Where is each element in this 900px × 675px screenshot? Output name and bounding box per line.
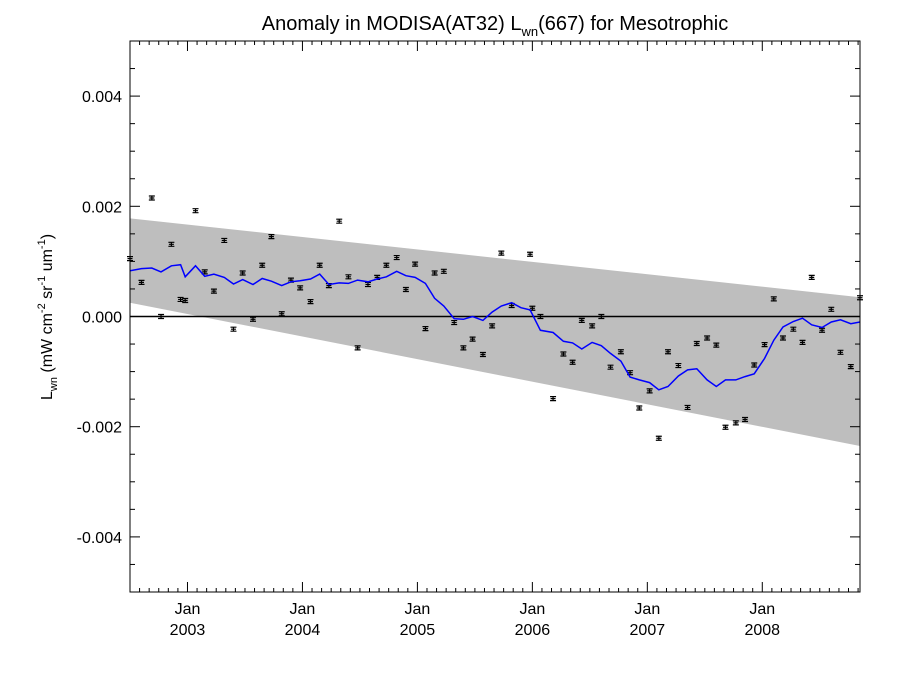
data-point xyxy=(336,218,343,224)
data-point xyxy=(278,311,285,317)
data-point xyxy=(479,351,486,358)
x-tick-year-label: 2007 xyxy=(630,622,666,639)
data-point xyxy=(364,281,371,288)
data-point xyxy=(148,195,155,201)
data-point xyxy=(847,364,854,370)
data-point xyxy=(527,251,534,257)
data-point xyxy=(412,261,419,267)
data-point xyxy=(607,364,614,370)
data-point xyxy=(684,404,691,411)
data-point xyxy=(345,274,352,280)
data-point xyxy=(837,349,844,355)
y-tick-label: -0.002 xyxy=(77,420,122,437)
y-tick-label: 0.000 xyxy=(82,310,122,327)
data-point xyxy=(297,285,304,291)
data-point xyxy=(354,345,361,351)
data-point xyxy=(550,395,557,402)
data-point xyxy=(138,279,145,285)
x-tick-year-label: 2006 xyxy=(515,622,551,639)
y-tick-label: 0.002 xyxy=(82,199,122,216)
data-point xyxy=(636,405,643,411)
data-point xyxy=(431,270,438,276)
data-point xyxy=(646,388,653,394)
x-tick-month-label: Jan xyxy=(290,601,316,618)
data-point xyxy=(259,262,266,268)
data-point xyxy=(761,342,768,348)
data-point xyxy=(693,340,700,347)
data-point xyxy=(489,323,496,329)
data-point xyxy=(704,335,711,341)
data-point xyxy=(828,306,835,312)
data-point xyxy=(451,319,458,326)
data-point xyxy=(808,274,815,280)
plot-area: -0.004 -0.002 0.000 0.002 0.004 Jan 2003 Jan 200… xyxy=(77,40,863,639)
data-point xyxy=(239,270,246,276)
data-point xyxy=(655,435,662,441)
data-point xyxy=(799,339,806,345)
data-point xyxy=(578,317,585,323)
data-point xyxy=(250,316,257,322)
data-point xyxy=(498,250,505,256)
data-point xyxy=(422,326,429,332)
data-point xyxy=(402,286,409,293)
data-point xyxy=(675,362,682,369)
data-point xyxy=(529,305,536,311)
data-point xyxy=(560,351,567,357)
x-tick-month-label: Jan xyxy=(519,601,545,618)
x-tick-year-label: 2008 xyxy=(744,622,780,639)
x-tick-month-label: Jan xyxy=(634,601,660,618)
y-tick-label: 0.004 xyxy=(82,89,122,106)
data-point xyxy=(460,345,467,351)
data-point xyxy=(230,326,237,332)
data-point xyxy=(537,313,544,320)
data-point xyxy=(383,262,390,268)
data-point xyxy=(316,262,323,268)
data-point xyxy=(177,296,184,303)
data-point xyxy=(751,362,758,368)
series-line xyxy=(130,263,860,391)
x-tick-year-label: 2005 xyxy=(400,622,436,639)
data-point xyxy=(790,326,797,332)
x-tick-month-label: Jan xyxy=(405,601,431,618)
data-point xyxy=(440,268,447,274)
data-point xyxy=(469,336,476,342)
data-point xyxy=(770,296,777,302)
chart-title: Anomaly in MODISA(AT32) Lwn(667) for Mes… xyxy=(262,13,728,39)
data-point xyxy=(598,313,605,320)
data-point xyxy=(732,420,739,426)
data-point xyxy=(201,269,208,275)
data-point xyxy=(617,349,624,355)
x-tick-year-label: 2004 xyxy=(285,622,321,639)
data-point xyxy=(742,416,749,423)
data-point xyxy=(192,208,199,214)
data-point xyxy=(221,237,228,244)
y-axis-label: Lwn (mW cm-2 sr-1 um-1) xyxy=(36,234,60,400)
y-tick-label: -0.004 xyxy=(77,530,122,547)
data-point xyxy=(268,234,275,240)
x-tick-month-label: Jan xyxy=(749,601,775,618)
x-tick-month-label: Jan xyxy=(175,601,201,618)
data-point xyxy=(158,313,165,320)
data-point xyxy=(627,370,634,376)
data-point xyxy=(307,299,314,305)
data-point xyxy=(168,241,175,247)
data-point xyxy=(210,288,217,294)
data-point xyxy=(665,349,672,355)
data-point xyxy=(182,297,189,304)
data-point xyxy=(779,335,786,341)
data-point xyxy=(722,424,729,430)
data-point xyxy=(819,327,826,333)
x-tick-year-label: 2003 xyxy=(170,622,206,639)
data-point xyxy=(589,323,596,329)
uncertainty-band xyxy=(130,218,860,446)
data-point xyxy=(569,359,576,365)
data-point xyxy=(713,342,720,348)
data-point xyxy=(393,254,400,261)
